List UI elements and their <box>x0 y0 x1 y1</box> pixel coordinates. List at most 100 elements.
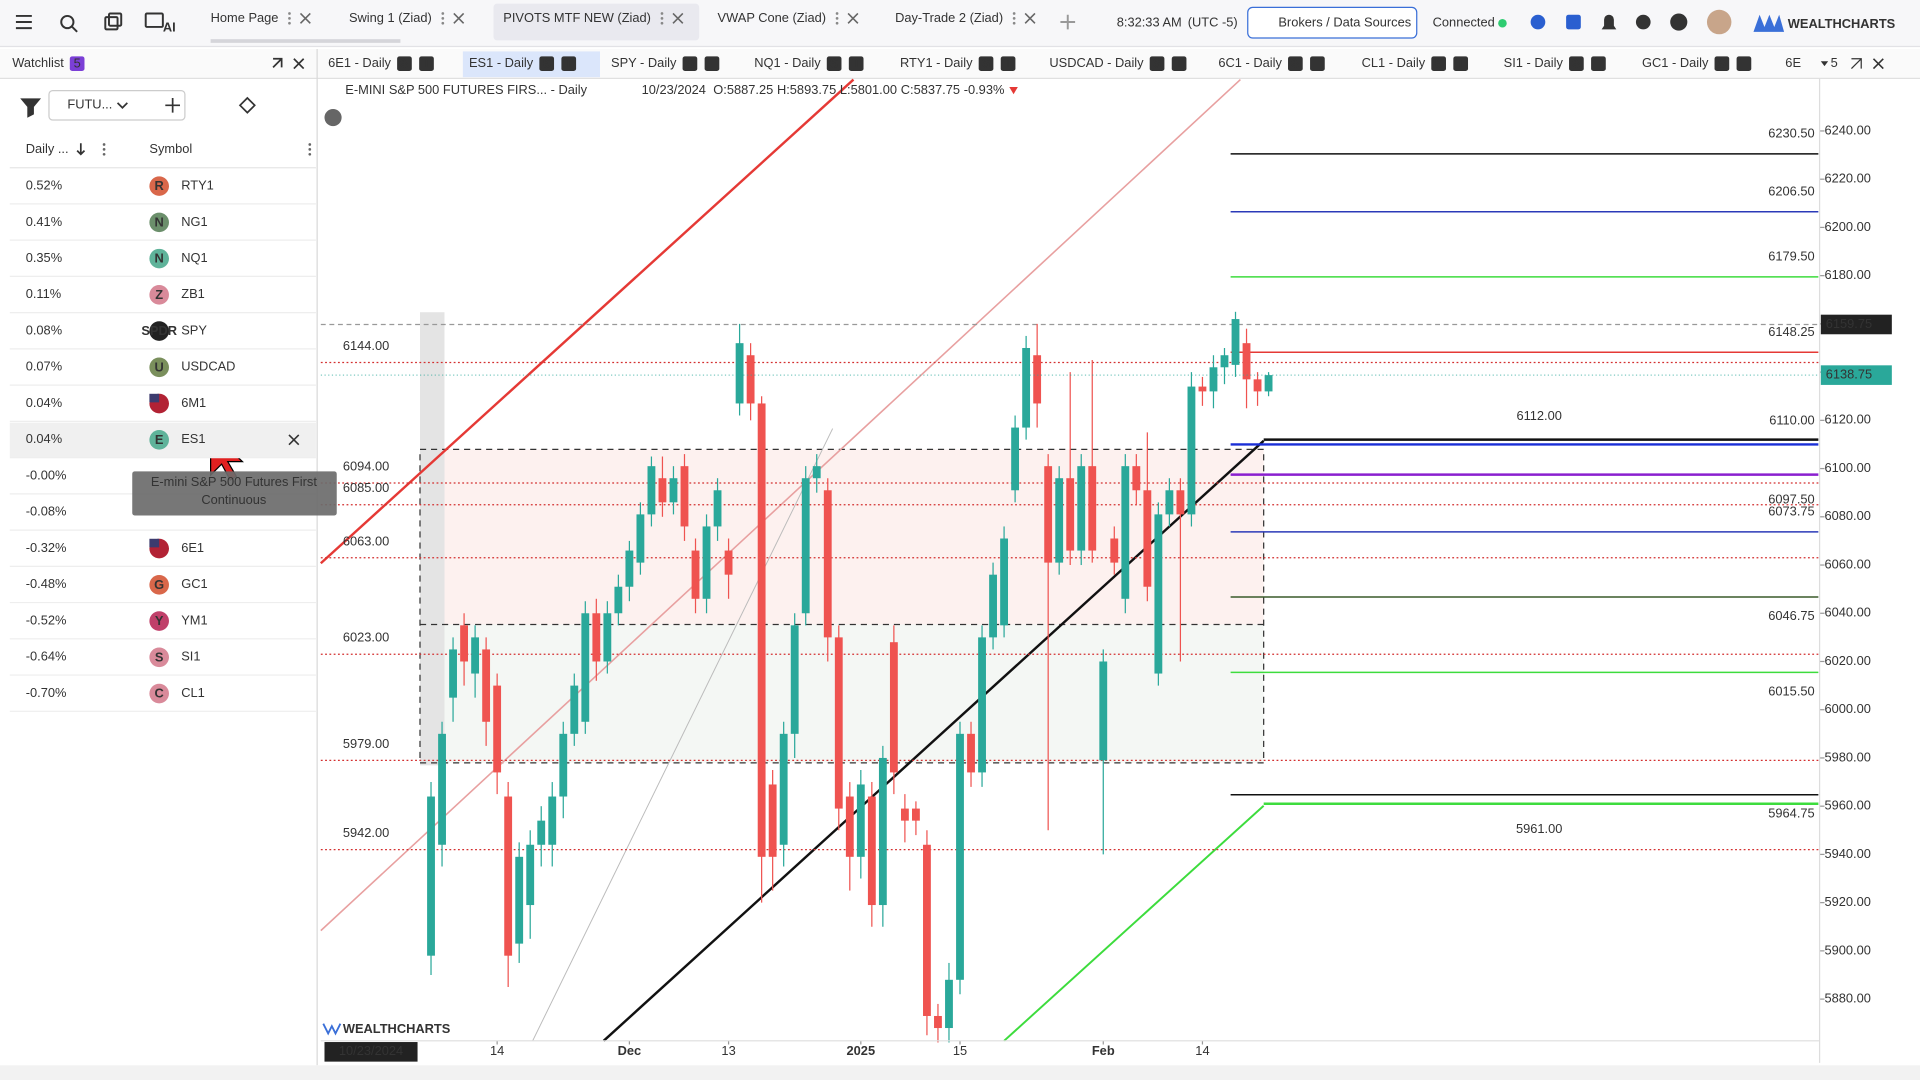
more-icon[interactable] <box>288 12 291 15</box>
workspace-tab[interactable]: VWAP Cone (Ziad) <box>718 10 827 25</box>
change-percent[interactable]: -0.70% <box>26 685 67 700</box>
expand-icon[interactable] <box>272 57 283 68</box>
tab-badge[interactable]: S <box>1153 56 1162 71</box>
change-percent[interactable]: -0.52% <box>26 612 67 627</box>
change-percent[interactable]: 0.35% <box>26 250 62 265</box>
more-icon[interactable] <box>1012 17 1016 20</box>
chart-tab[interactable]: NQ1 - Daily <box>754 55 821 70</box>
tab-badge[interactable]: T <box>423 56 431 71</box>
community-icon[interactable] <box>1530 14 1546 30</box>
tab-badge[interactable]: T <box>1457 56 1465 71</box>
more-icon[interactable] <box>835 12 839 15</box>
chart-settings-icon[interactable] <box>324 108 342 127</box>
chart-tab[interactable]: GC1 - Daily <box>1642 55 1709 70</box>
more-icon[interactable] <box>102 152 106 156</box>
sort-arrow[interactable] <box>76 143 86 156</box>
filter-icon[interactable] <box>20 98 42 118</box>
save-icon[interactable] <box>1566 14 1581 30</box>
more-icon[interactable] <box>288 17 291 20</box>
add-symbol-icon[interactable] <box>165 97 180 113</box>
change-percent[interactable]: -0.00% <box>26 467 67 482</box>
close-icon[interactable] <box>1024 12 1036 24</box>
tab-badge[interactable]: T <box>852 56 860 71</box>
eraser-icon[interactable] <box>238 96 256 114</box>
tab-badge[interactable]: S <box>686 56 695 71</box>
tab-badge[interactable]: S <box>982 56 991 71</box>
symbol[interactable]: ZB1 <box>181 286 205 301</box>
symbol[interactable]: YM1 <box>181 612 207 627</box>
tab-badge[interactable]: T <box>1175 56 1183 71</box>
symbol[interactable]: 6M1 <box>181 395 206 410</box>
tab-badge[interactable]: S <box>1434 56 1443 71</box>
close-icon[interactable] <box>288 434 300 446</box>
more-icon[interactable] <box>288 21 291 25</box>
chart-tab[interactable]: 6E <box>1785 55 1801 70</box>
more-icon[interactable] <box>441 21 445 25</box>
search-icon[interactable] <box>60 14 75 30</box>
symbol[interactable]: 6E1 <box>181 540 204 555</box>
change-percent[interactable]: 0.04% <box>26 395 62 410</box>
change-percent[interactable]: 0.07% <box>26 359 62 374</box>
tab-badge[interactable]: S <box>400 56 409 71</box>
symbol[interactable]: ES1 <box>181 431 205 446</box>
brokers-button[interactable]: Brokers / Data Sources <box>1278 15 1411 30</box>
tab-badge[interactable]: S <box>830 56 839 71</box>
tab-badge[interactable]: T <box>1595 56 1603 71</box>
close-icon[interactable] <box>299 12 311 24</box>
symbol[interactable]: SPY <box>181 322 207 337</box>
more-icon[interactable] <box>660 21 664 25</box>
chart-tab[interactable]: SI1 - Daily <box>1504 55 1564 70</box>
workspace-tab[interactable]: Home Page <box>211 10 279 25</box>
settings-icon[interactable] <box>1635 14 1651 30</box>
symbol[interactable]: USDCAD <box>181 359 235 374</box>
tab-badge[interactable]: T <box>1740 56 1748 71</box>
help-icon[interactable] <box>1670 13 1688 31</box>
column-header[interactable]: Daily ... <box>26 141 69 156</box>
alerts-icon[interactable] <box>1601 14 1617 30</box>
change-percent[interactable]: 0.52% <box>26 178 62 193</box>
tab-badge[interactable]: S <box>1718 56 1727 71</box>
chart-tab[interactable]: USDCAD - Daily <box>1049 55 1144 70</box>
change-percent[interactable]: -0.64% <box>26 649 67 664</box>
change-percent[interactable]: 0.11% <box>26 286 61 301</box>
symbol[interactable]: NQ1 <box>181 250 207 265</box>
close-panel-icon[interactable] <box>293 58 305 70</box>
more-icon[interactable] <box>660 17 664 20</box>
symbol[interactable]: SI1 <box>181 649 200 664</box>
brokers-button-box[interactable] <box>1247 6 1418 39</box>
chart-tab[interactable]: 6E1 - Daily <box>328 55 391 70</box>
close-icon[interactable] <box>1872 58 1884 70</box>
more-icon[interactable] <box>102 148 106 151</box>
more-icon[interactable] <box>308 143 312 146</box>
chart-tab[interactable]: RTY1 - Daily <box>900 55 973 70</box>
more-icon[interactable] <box>835 21 839 25</box>
filter-dropdown[interactable] <box>48 90 186 121</box>
change-percent[interactable]: -0.32% <box>26 540 67 555</box>
menu-icon[interactable] <box>15 14 32 30</box>
more-icon[interactable] <box>835 17 839 20</box>
chart-tab[interactable]: SPY - Daily <box>611 55 677 70</box>
tab-badge[interactable]: T <box>1313 56 1321 71</box>
tab-badge[interactable]: S <box>1572 56 1581 71</box>
workspace-tab[interactable]: Swing 1 (Ziad) <box>349 10 432 25</box>
ai-icon[interactable] <box>144 12 164 28</box>
change-percent[interactable]: -0.08% <box>26 504 67 519</box>
tab-badge[interactable]: S <box>542 56 551 71</box>
more-icon[interactable] <box>1012 21 1016 25</box>
tab-badge[interactable]: T <box>1004 56 1012 71</box>
workspace-tab[interactable]: PIVOTS MTF NEW (Ziad) <box>503 10 651 25</box>
workspace-tab[interactable]: Day-Trade 2 (Ziad) <box>895 10 1003 25</box>
column-header[interactable]: Symbol <box>149 141 192 156</box>
chart-tab[interactable]: 6C1 - Daily <box>1218 55 1282 70</box>
close-icon[interactable] <box>672 12 684 24</box>
filter-value[interactable]: FUTU... <box>67 97 112 112</box>
change-percent[interactable]: 0.41% <box>26 214 62 229</box>
more-icon[interactable] <box>308 152 312 156</box>
tab-badge[interactable]: S <box>1291 56 1300 71</box>
expand-chart-icon[interactable] <box>1850 58 1862 70</box>
symbol[interactable]: GC1 <box>181 576 207 591</box>
change-percent[interactable]: 0.08% <box>26 322 62 337</box>
symbol[interactable]: RTY1 <box>181 178 214 193</box>
more-icon[interactable] <box>308 148 312 151</box>
more-icon[interactable] <box>441 17 445 20</box>
